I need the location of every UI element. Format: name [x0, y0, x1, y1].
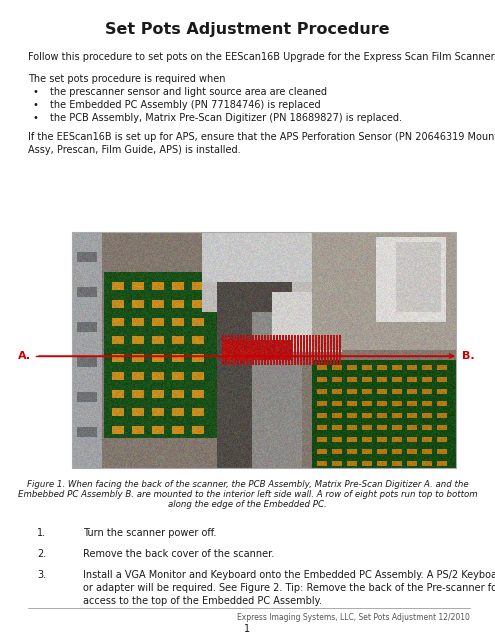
Text: A.: A.	[18, 351, 31, 361]
Text: the Embedded PC Assembly (PN 77184746) is replaced: the Embedded PC Assembly (PN 77184746) i…	[50, 100, 321, 110]
Text: Assy, Prescan, Film Guide, APS) is installed.: Assy, Prescan, Film Guide, APS) is insta…	[28, 145, 241, 155]
Text: 3.: 3.	[37, 570, 46, 580]
Text: the PCB Assembly, Matrix Pre-Scan Digitizer (PN 18689827) is replaced.: the PCB Assembly, Matrix Pre-Scan Digiti…	[50, 113, 402, 123]
Text: the prescanner sensor and light source area are cleaned: the prescanner sensor and light source a…	[50, 87, 327, 97]
Text: access to the top of the Embedded PC Assembly.: access to the top of the Embedded PC Ass…	[83, 596, 322, 606]
Text: Embebbed PC Assembly B. are mounted to the interior left side wall. A row of eig: Embebbed PC Assembly B. are mounted to t…	[18, 490, 477, 499]
Text: •: •	[32, 87, 38, 97]
Text: B.: B.	[462, 351, 475, 361]
Text: or adapter will be required. See Figure 2. Tip: Remove the back of the Pre-scann: or adapter will be required. See Figure …	[83, 583, 495, 593]
Text: Figure 1. When facing the back of the scanner, the PCB Assembly, Matrix Pre-Scan: Figure 1. When facing the back of the sc…	[27, 480, 468, 489]
Text: Remove the back cover of the scanner.: Remove the back cover of the scanner.	[83, 549, 274, 559]
Text: 1.: 1.	[37, 528, 46, 538]
Bar	[72, 232, 456, 468]
Text: •: •	[32, 113, 38, 123]
Text: Express Imaging Systems, LLC, Set Pots Adjustment 12/2010: Express Imaging Systems, LLC, Set Pots A…	[237, 613, 470, 622]
Text: If the EEScan16B is set up for APS, ensure that the APS Perforation Sensor (PN 2: If the EEScan16B is set up for APS, ensu…	[28, 132, 495, 142]
Text: Install a VGA Monitor and Keyboard onto the Embedded PC Assembly. A PS/2 Keyboar: Install a VGA Monitor and Keyboard onto …	[83, 570, 495, 580]
Text: 1: 1	[245, 624, 250, 634]
Text: along the edge of the Embedded PC.: along the edge of the Embedded PC.	[168, 500, 327, 509]
Text: •: •	[32, 100, 38, 110]
Text: Set Pots Adjustment Procedure: Set Pots Adjustment Procedure	[105, 22, 390, 37]
Text: Turn the scanner power off.: Turn the scanner power off.	[83, 528, 216, 538]
Text: 2.: 2.	[37, 549, 46, 559]
Text: Follow this procedure to set pots on the EEScan16B Upgrade for the Express Scan : Follow this procedure to set pots on the…	[28, 52, 495, 62]
Text: The set pots procedure is required when: The set pots procedure is required when	[28, 74, 226, 84]
